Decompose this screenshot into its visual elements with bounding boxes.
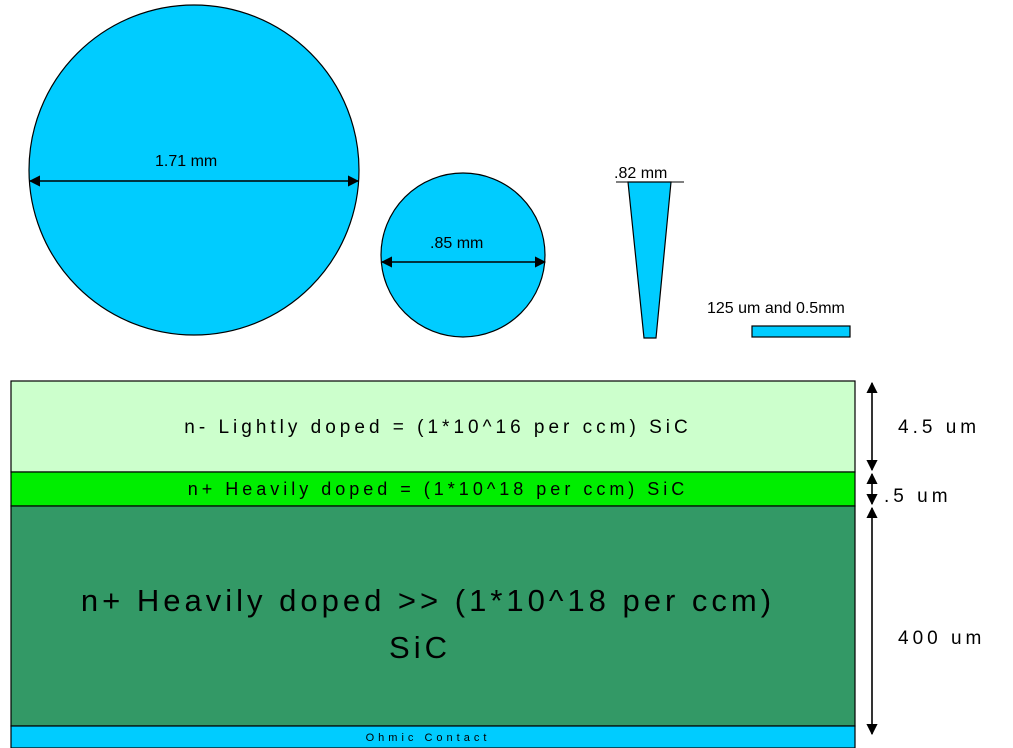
substrate-label-line1: n+ Heavily doped >> (1*10^18 per ccm) (81, 583, 775, 618)
layer-ohmic-contact: Ohmic Contact (10, 725, 856, 748)
wedge-device: .82 mm (614, 165, 684, 339)
substrate-label-line2: SiC (389, 630, 451, 665)
layer-heavily-doped-thin: n+ Heavily doped = (1*10^18 per ccm) SiC (10, 471, 856, 507)
large-circle-device: 1.71 mm (28, 4, 360, 336)
lightly-doped-thickness-label: 4.5 um (898, 417, 980, 438)
strip-label: 125 um and 0.5mm (707, 300, 845, 317)
lightly-doped-label: n- Lightly doped = (1*10^16 per ccm) SiC (184, 417, 691, 438)
small-circle-device: .85 mm (380, 172, 547, 338)
heavily-doped-thickness-label: .5 um (884, 486, 952, 507)
small-circle-label: .85 mm (430, 235, 483, 252)
thickness-dimensions: 4.5 um .5 um 400 um (866, 381, 985, 736)
layer-lightly-doped: n- Lightly doped = (1*10^16 per ccm) SiC (10, 380, 856, 473)
substrate-thickness-label: 400 um (898, 628, 985, 649)
layer-substrate: n+ Heavily doped >> (1*10^18 per ccm) Si… (10, 505, 856, 727)
strip-device: 125 um and 0.5mm (707, 300, 851, 338)
large-circle-label: 1.71 mm (155, 153, 217, 170)
wedge-label: .82 mm (614, 165, 667, 182)
ohmic-contact-label: Ohmic Contact (366, 732, 491, 744)
heavily-doped-thin-label: n+ Heavily doped = (1*10^18 per ccm) SiC (188, 479, 689, 499)
